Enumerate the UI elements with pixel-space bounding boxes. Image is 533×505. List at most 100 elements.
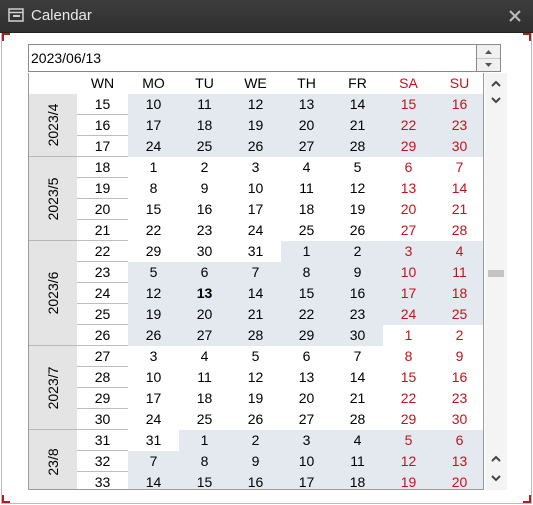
day-cell[interactable]: 9 [251, 453, 260, 469]
day-cell[interactable]: 21 [451, 201, 468, 217]
day-cell[interactable]: 13 [298, 369, 315, 385]
day-cell[interactable]: 1 [404, 327, 413, 343]
day-cell[interactable]: 19 [145, 306, 162, 322]
day-cell[interactable]: 25 [451, 306, 468, 322]
day-cell[interactable]: 18 [298, 201, 315, 217]
day-cell[interactable]: 17 [298, 474, 315, 490]
day-cell[interactable]: 2 [455, 327, 464, 343]
scroll-down-button[interactable] [485, 92, 507, 108]
day-cell[interactable]: 18 [196, 117, 213, 133]
day-cell[interactable]: 20 [196, 306, 213, 322]
day-cell[interactable]: 20 [298, 390, 315, 406]
day-cell[interactable]: 16 [349, 285, 366, 301]
day-cell[interactable]: 16 [451, 369, 468, 385]
day-cell[interactable]: 22 [145, 222, 162, 238]
day-cell[interactable]: 20 [298, 117, 315, 133]
day-cell[interactable]: 9 [200, 180, 209, 196]
day-cell[interactable]: 26 [247, 138, 264, 154]
day-cell[interactable]: 28 [349, 138, 366, 154]
day-cell[interactable]: 22 [298, 306, 315, 322]
day-cell[interactable]: 19 [247, 390, 264, 406]
day-cell[interactable]: 5 [353, 159, 362, 175]
day-cell[interactable]: 6 [200, 264, 209, 280]
day-cell[interactable]: 7 [455, 159, 464, 175]
day-cell[interactable]: 31 [247, 243, 264, 259]
day-cell[interactable]: 11 [197, 96, 212, 112]
day-cell[interactable]: 21 [349, 117, 366, 133]
day-cell[interactable]: 30 [451, 411, 468, 427]
day-cell[interactable]: 18 [349, 474, 366, 490]
day-cell[interactable]: 8 [149, 180, 158, 196]
day-cell[interactable]: 5 [251, 348, 260, 364]
day-cell[interactable]: 11 [452, 264, 467, 280]
day-cell[interactable]: 28 [451, 222, 468, 238]
day-cell[interactable]: 12 [400, 453, 417, 469]
day-cell[interactable]: 24 [145, 138, 162, 154]
day-cell[interactable]: 11 [197, 369, 212, 385]
day-cell[interactable]: 14 [349, 96, 366, 112]
day-cell[interactable]: 15 [196, 474, 213, 490]
calendar-scrollbar[interactable] [485, 73, 507, 490]
day-cell[interactable]: 5 [404, 432, 413, 448]
day-cell[interactable]: 15 [400, 96, 417, 112]
day-cell[interactable]: 13 [451, 453, 468, 469]
day-cell[interactable]: 26 [145, 327, 162, 343]
day-cell[interactable]: 25 [196, 138, 213, 154]
day-cell[interactable]: 27 [196, 327, 213, 343]
day-cell[interactable]: 21 [349, 390, 366, 406]
day-cell[interactable]: 30 [349, 327, 366, 343]
day-cell[interactable]: 9 [455, 348, 464, 364]
day-cell[interactable]: 28 [247, 327, 264, 343]
day-cell[interactable]: 23 [196, 222, 213, 238]
day-cell[interactable]: 3 [404, 243, 413, 259]
day-cell[interactable]: 31 [145, 432, 162, 448]
day-cell[interactable]: 4 [200, 348, 209, 364]
day-cell[interactable]: 14 [349, 369, 366, 385]
day-cell[interactable]: 23 [451, 117, 468, 133]
scroll-up-button[interactable] [485, 450, 507, 466]
day-cell[interactable]: 20 [451, 474, 468, 490]
day-cell[interactable]: 24 [400, 306, 417, 322]
day-cell[interactable]: 8 [302, 264, 311, 280]
day-cell[interactable]: 18 [196, 390, 213, 406]
day-cell[interactable]: 19 [400, 474, 417, 490]
day-cell[interactable]: 17 [247, 201, 264, 217]
selected-day-cell[interactable]: 13 [196, 285, 213, 301]
day-cell[interactable]: 26 [247, 411, 264, 427]
day-cell[interactable]: 18 [451, 285, 468, 301]
day-cell[interactable]: 12 [349, 180, 366, 196]
day-cell[interactable]: 24 [145, 411, 162, 427]
close-icon[interactable] [507, 8, 523, 24]
day-cell[interactable]: 12 [145, 285, 162, 301]
day-cell[interactable]: 4 [302, 159, 311, 175]
day-cell[interactable]: 14 [145, 474, 162, 490]
day-cell[interactable]: 2 [251, 432, 260, 448]
day-cell[interactable]: 6 [302, 348, 311, 364]
day-cell[interactable]: 6 [455, 432, 464, 448]
day-cell[interactable]: 16 [247, 474, 264, 490]
day-cell[interactable]: 22 [400, 390, 417, 406]
day-cell[interactable]: 13 [400, 180, 417, 196]
day-cell[interactable]: 6 [404, 159, 413, 175]
day-cell[interactable]: 29 [145, 243, 162, 259]
day-cell[interactable]: 11 [299, 180, 314, 196]
day-cell[interactable]: 22 [400, 117, 417, 133]
day-cell[interactable]: 7 [353, 348, 362, 364]
day-cell[interactable]: 29 [298, 327, 315, 343]
day-cell[interactable]: 10 [145, 96, 162, 112]
day-cell[interactable]: 3 [302, 432, 311, 448]
day-cell[interactable]: 14 [247, 285, 264, 301]
spin-down-button[interactable] [477, 58, 500, 71]
date-input[interactable] [28, 44, 477, 72]
day-cell[interactable]: 16 [451, 96, 468, 112]
day-cell[interactable]: 12 [247, 96, 264, 112]
day-cell[interactable]: 27 [400, 222, 417, 238]
day-cell[interactable]: 27 [298, 411, 315, 427]
day-cell[interactable]: 15 [298, 285, 315, 301]
day-cell[interactable]: 10 [247, 180, 264, 196]
scrollbar-thumb[interactable] [488, 270, 504, 277]
day-cell[interactable]: 4 [455, 243, 464, 259]
day-cell[interactable]: 29 [400, 411, 417, 427]
day-cell[interactable]: 23 [349, 306, 366, 322]
day-cell[interactable]: 3 [149, 348, 158, 364]
